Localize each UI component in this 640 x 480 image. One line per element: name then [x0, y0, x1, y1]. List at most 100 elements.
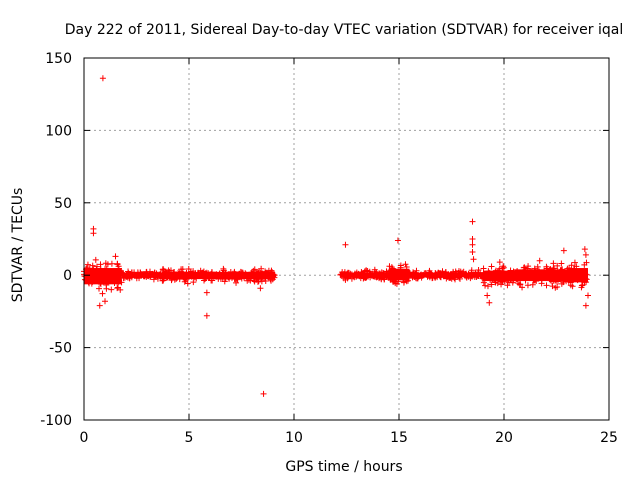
data-point: [487, 277, 494, 284]
data-point: [580, 272, 587, 279]
data-point: [397, 264, 404, 271]
data-point: [496, 275, 503, 282]
data-point: [558, 260, 565, 267]
data-point: [125, 268, 132, 275]
data-point: [117, 286, 124, 293]
data-point: [387, 275, 394, 282]
data-point: [439, 268, 446, 275]
data-point: [218, 272, 225, 279]
data-point: [168, 275, 175, 282]
data-point: [104, 278, 111, 285]
data-point: [93, 263, 100, 270]
data-point: [521, 274, 528, 281]
data-point: [104, 261, 111, 268]
data-point: [348, 271, 355, 278]
data-point: [483, 272, 490, 279]
data-point: [533, 270, 540, 277]
y-tick-label: 150: [45, 51, 72, 67]
outlier-point: [102, 298, 108, 305]
data-point: [108, 272, 115, 279]
data-point: [540, 272, 547, 279]
data-point: [376, 272, 383, 279]
data-point: [231, 268, 238, 275]
data-point: [548, 270, 555, 277]
data-point: [546, 266, 553, 273]
data-point: [551, 265, 558, 272]
tick-labels: 0 5 10 15 20 25 -100 -50 0 50 100 150: [40, 51, 618, 446]
outlier-point: [90, 230, 97, 237]
outlier-points: [90, 75, 591, 397]
data-point: [188, 273, 195, 280]
outlier-point: [469, 218, 476, 225]
x-axis-label: GPS time / hours: [285, 459, 402, 475]
data-point: [504, 282, 511, 289]
data-point: [234, 276, 241, 283]
data-point: [226, 273, 233, 280]
data-point: [480, 265, 487, 272]
data-point: [578, 269, 585, 276]
data-point: [554, 268, 561, 275]
data-point: [97, 279, 104, 286]
data-point: [565, 278, 572, 285]
data-point: [111, 280, 118, 287]
plot-frame: [83, 57, 610, 421]
data-point: [559, 266, 566, 273]
data-point: [164, 268, 171, 275]
data-point: [222, 269, 229, 276]
data-point: [574, 274, 581, 281]
outlier-point: [469, 249, 476, 256]
data-point: [388, 264, 395, 271]
data-point: [570, 270, 577, 277]
data-point: [571, 259, 578, 266]
outlier-point: [582, 302, 589, 309]
data-point: [498, 278, 505, 285]
x-tick-label: 15: [390, 430, 408, 446]
data-point: [400, 279, 407, 286]
data-point: [426, 269, 433, 276]
data-point: [84, 261, 91, 268]
data-point: [238, 275, 245, 282]
data-point: [269, 273, 276, 280]
data-point: [233, 279, 240, 286]
data-point: [403, 263, 410, 270]
data-point: [388, 269, 395, 276]
data-point: [390, 272, 397, 279]
data-band-2: [158, 265, 278, 287]
data-point: [99, 290, 106, 297]
data-point: [103, 281, 110, 288]
data-point: [184, 280, 191, 287]
data-point: [436, 269, 443, 276]
data-point: [209, 277, 216, 284]
data-point: [407, 270, 414, 277]
data-point: [440, 271, 447, 278]
data-point: [396, 271, 403, 278]
data-band-0: [81, 256, 125, 297]
data-point: [583, 279, 590, 286]
outlier-point: [469, 241, 476, 248]
data-point: [159, 266, 166, 273]
data-band-5: [407, 267, 486, 283]
data-point: [432, 274, 439, 281]
data-point: [82, 273, 89, 280]
outlier-point: [203, 289, 210, 296]
axes: [83, 57, 610, 421]
data-point: [240, 272, 247, 279]
outlier-point: [393, 280, 400, 287]
data-point: [106, 269, 113, 276]
data-point: [535, 275, 542, 282]
data-band-1: [118, 268, 165, 283]
x-tick-label: 0: [80, 430, 89, 446]
data-point: [521, 264, 528, 271]
data-point: [262, 272, 269, 279]
data-point: [122, 273, 129, 280]
data-point: [515, 274, 522, 281]
data-point: [517, 281, 524, 288]
data-point: [250, 270, 257, 277]
data-point: [194, 272, 201, 279]
data-point: [428, 270, 435, 277]
data-point: [565, 270, 572, 277]
data-band-3: [337, 266, 391, 283]
data-point: [342, 273, 349, 280]
